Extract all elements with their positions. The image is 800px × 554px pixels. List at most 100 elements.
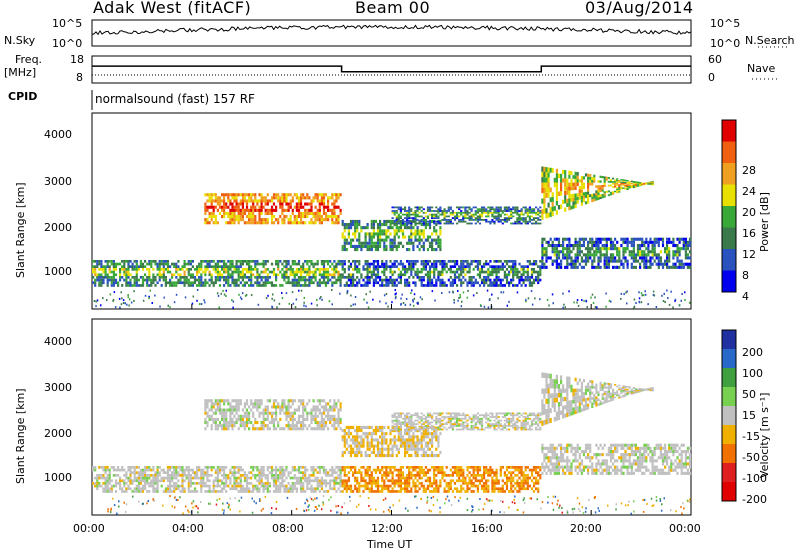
power-cell xyxy=(530,215,534,218)
velocity-cell xyxy=(453,487,457,491)
velocity-cell xyxy=(530,479,534,483)
power-cell xyxy=(237,268,240,271)
velocity-cell xyxy=(512,479,515,483)
velocity-cell xyxy=(483,471,486,474)
power-cell xyxy=(372,281,375,285)
velocity-cell xyxy=(349,468,353,472)
power-cell xyxy=(406,222,409,225)
velocity-cell xyxy=(391,444,394,448)
power-cell xyxy=(426,281,430,285)
velocity-cell xyxy=(412,414,415,417)
velocity-cell xyxy=(108,476,111,480)
velocity-cell xyxy=(414,454,417,458)
velocity-cell xyxy=(441,474,444,477)
power-cell xyxy=(472,219,475,221)
velocity-cell xyxy=(104,487,107,491)
power-cell xyxy=(447,219,450,221)
power-cell xyxy=(412,241,415,245)
power-cell xyxy=(426,273,430,277)
velocity-cell xyxy=(393,438,396,442)
power-cell xyxy=(202,281,205,285)
power-cell xyxy=(524,220,527,223)
power-cell xyxy=(487,210,490,212)
velocity-cell xyxy=(237,490,240,493)
power-cell xyxy=(106,281,109,285)
velocity-cell xyxy=(239,466,242,469)
power-cell xyxy=(114,268,118,271)
power-cell xyxy=(331,215,334,219)
velocity-cell xyxy=(379,425,382,429)
power-cell xyxy=(275,196,278,200)
power-cell xyxy=(508,215,511,218)
velocity-cell xyxy=(254,417,257,421)
power-cell xyxy=(364,238,367,242)
velocity-cell xyxy=(281,408,284,412)
power-cell xyxy=(453,219,457,221)
velocity-cell xyxy=(241,487,244,491)
power-cell xyxy=(381,260,384,263)
power-cell xyxy=(532,281,536,285)
velocity-cell xyxy=(212,466,215,469)
velocity-cell xyxy=(223,414,226,418)
velocity-cell xyxy=(229,402,232,406)
power-cell xyxy=(412,219,415,221)
velocity-cell xyxy=(431,466,434,469)
power-cell xyxy=(408,238,411,242)
power-cell xyxy=(272,202,276,206)
power-cell xyxy=(270,270,274,274)
power-cell xyxy=(464,273,467,277)
power-cell xyxy=(212,211,215,215)
velocity-cell xyxy=(391,490,394,493)
power-cell xyxy=(302,268,305,271)
velocity-cell xyxy=(374,429,378,433)
power-cell xyxy=(503,265,506,268)
velocity-cell xyxy=(466,474,469,477)
power-cell xyxy=(389,244,392,248)
velocity-cell xyxy=(275,468,278,472)
velocity-cell xyxy=(320,424,323,428)
velocity-cell xyxy=(381,432,384,436)
velocity-cell xyxy=(320,427,323,431)
velocity-cell xyxy=(204,484,207,488)
velocity-cell xyxy=(395,425,398,427)
velocity-cell xyxy=(316,471,319,474)
power-cell xyxy=(183,260,186,263)
velocity-cell xyxy=(366,474,369,477)
velocity-cell xyxy=(98,474,101,477)
power-cell xyxy=(520,222,523,225)
velocity-cell xyxy=(183,474,186,477)
power-cell xyxy=(125,281,128,285)
velocity-cell xyxy=(387,474,390,477)
velocity-cell xyxy=(293,476,296,480)
velocity-cell xyxy=(137,487,140,491)
power-cell xyxy=(256,262,259,266)
power-cell xyxy=(171,262,174,266)
power-cell xyxy=(225,211,228,215)
power-cell xyxy=(254,221,257,225)
power-cell xyxy=(387,265,390,268)
power-cell xyxy=(281,202,284,206)
power-cell xyxy=(208,215,211,219)
power-cell xyxy=(239,199,242,203)
power-cell xyxy=(422,223,425,227)
power-cell xyxy=(497,278,500,282)
power-cell xyxy=(439,206,442,209)
velocity-cell xyxy=(144,482,147,485)
power-cell xyxy=(372,270,375,274)
power-cell xyxy=(281,205,284,209)
velocity-cell xyxy=(420,447,423,451)
power-cell xyxy=(453,276,457,279)
power-cell xyxy=(110,276,113,279)
power-cell xyxy=(287,208,290,212)
power-cell xyxy=(395,284,398,287)
power-cell xyxy=(431,217,434,219)
velocity-cell xyxy=(187,476,190,480)
velocity-cell xyxy=(245,476,249,480)
velocity-cell xyxy=(381,454,384,458)
velocity-cell xyxy=(401,444,405,448)
power-cell xyxy=(431,219,434,223)
velocity-cell xyxy=(349,490,353,493)
velocity-cell xyxy=(364,487,367,491)
power-cell xyxy=(345,238,348,242)
xlabel: Time UT xyxy=(367,538,413,551)
